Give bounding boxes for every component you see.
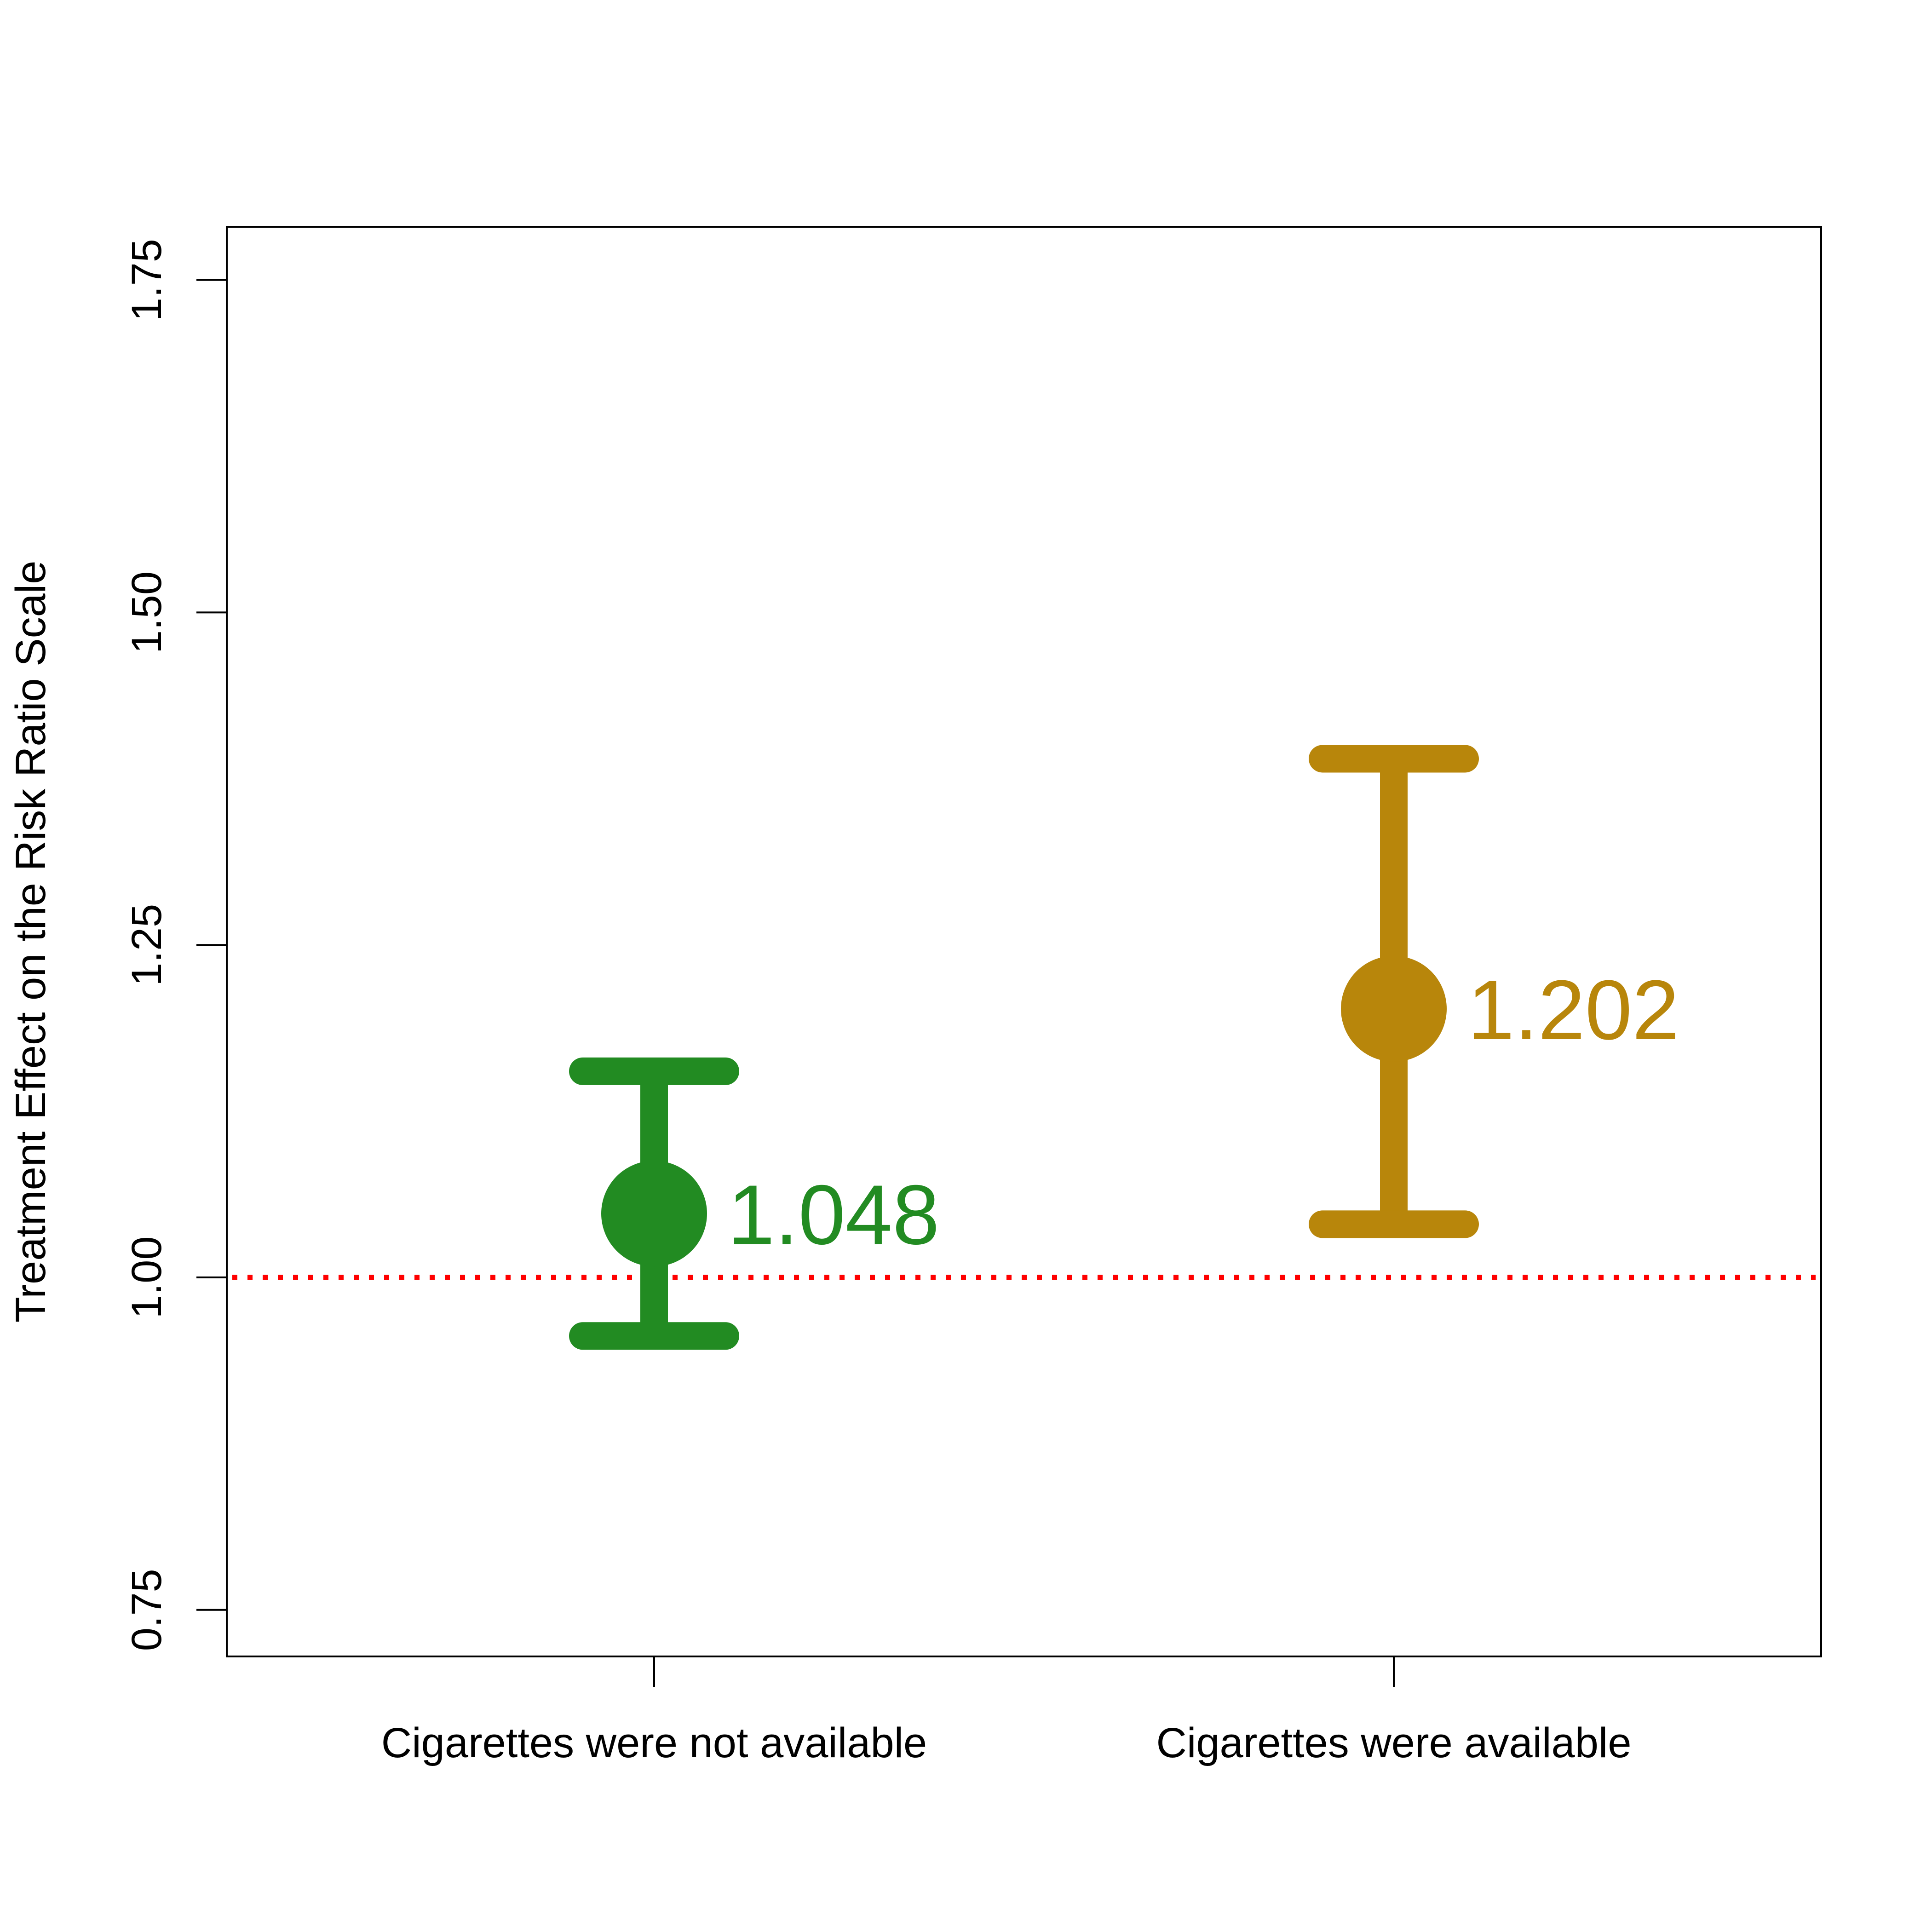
y-tick-label: 1.25 bbox=[123, 904, 170, 986]
point-estimate bbox=[601, 1161, 707, 1267]
x-category-label: Cigarettes were available bbox=[1156, 1719, 1632, 1766]
estimate-group: 1.202 bbox=[1309, 745, 1679, 1238]
estimate-group: 1.048 bbox=[569, 1057, 939, 1350]
estimate-value-label: 1.048 bbox=[728, 1167, 939, 1262]
y-axis-title: Treatment Effect on the Risk Ratio Scale bbox=[7, 561, 54, 1323]
plot-frame bbox=[226, 226, 1822, 1657]
y-axis: 0.75 1.00 1.25 1.50 1.75 bbox=[123, 239, 227, 1651]
y-tick-label: 1.00 bbox=[123, 1236, 170, 1318]
x-category-label: Cigarettes were not available bbox=[381, 1719, 927, 1766]
y-tick-label: 0.75 bbox=[123, 1569, 170, 1651]
marks-layer: 1.048 1.202 bbox=[569, 745, 1679, 1350]
y-tick-label: 1.50 bbox=[123, 571, 170, 654]
x-axis: Cigarettes were not available Cigarettes … bbox=[381, 1656, 1632, 1766]
y-tick-label: 1.75 bbox=[123, 239, 170, 321]
estimate-value-label: 1.202 bbox=[1467, 962, 1679, 1057]
point-estimate bbox=[1341, 956, 1447, 1062]
